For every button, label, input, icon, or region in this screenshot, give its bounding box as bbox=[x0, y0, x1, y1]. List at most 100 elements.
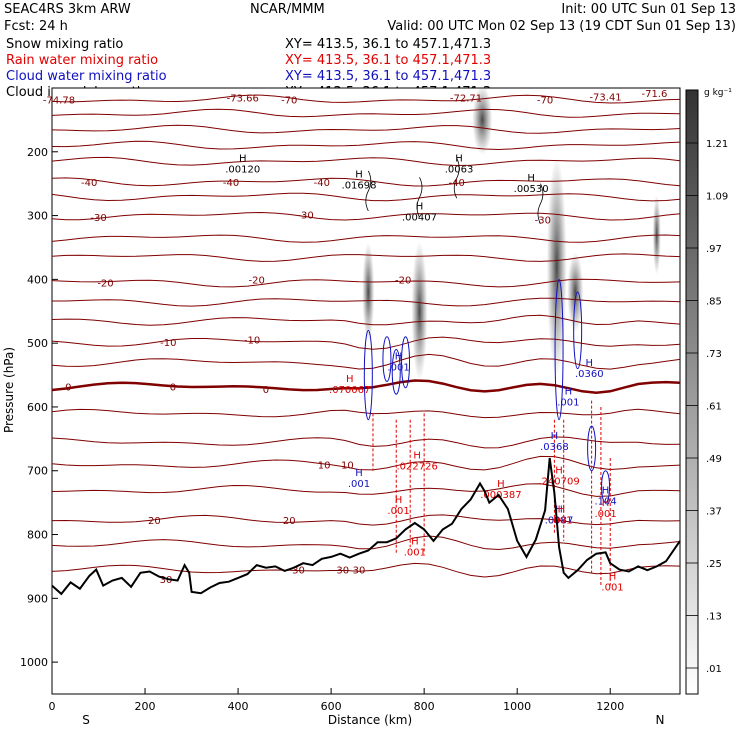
colorbar-label: 1.09 bbox=[706, 192, 728, 203]
extremum-mark: H bbox=[355, 468, 363, 479]
y-tick-label: 900 bbox=[27, 592, 48, 605]
x-tick-label: 400 bbox=[228, 700, 249, 713]
colorbar-label: .13 bbox=[706, 612, 722, 623]
extremum: H.001 bbox=[387, 495, 409, 517]
x-axis-label: Distance (km) bbox=[328, 713, 412, 727]
plot-area: -74.78 -73.66 -70 -72.71 -70 -73.41 -71.6 -40 -4… bbox=[43, 84, 681, 695]
temperature-labels: -74.78 -73.66 -70 -72.71 -70 -73.41 -71.6 -40 -4… bbox=[43, 89, 667, 586]
extremum-mark: H bbox=[609, 572, 617, 583]
temperature-contour bbox=[51, 156, 681, 167]
extremum-mark: H bbox=[558, 505, 566, 516]
cloud-ice-contours bbox=[365, 157, 544, 224]
extremum: H.001 bbox=[348, 468, 370, 490]
temperature-contour bbox=[51, 253, 681, 262]
colorbar-label: .97 bbox=[706, 244, 722, 255]
extremum: H.240709 bbox=[538, 466, 579, 488]
extremum-value: .001 bbox=[550, 516, 572, 527]
temperature-label: -40 bbox=[223, 178, 239, 189]
colorbar-label: .85 bbox=[706, 297, 722, 308]
axes: 0 200 400 600 800 1000 12002003004005006007008… bbox=[20, 146, 624, 713]
extremum-mark: H bbox=[527, 173, 535, 184]
temperature-label: -40 bbox=[81, 178, 97, 189]
field-label: Snow mixing ratio bbox=[6, 37, 123, 52]
ice-contour bbox=[416, 177, 423, 218]
temperature-contour bbox=[51, 108, 681, 118]
temperature-label: 30 bbox=[353, 566, 366, 577]
cloud-contour bbox=[363, 329, 373, 421]
org-label: NCAR/MMM bbox=[250, 2, 325, 17]
temperature-label: 30 bbox=[336, 566, 349, 577]
temperature-contour bbox=[51, 140, 681, 151]
y-tick-label: 700 bbox=[27, 465, 48, 478]
extremum-mark: H bbox=[602, 498, 610, 509]
temperature-contour bbox=[51, 177, 681, 187]
extremum: H.00407 bbox=[402, 202, 437, 224]
colorbar-label: .73 bbox=[706, 349, 722, 360]
temperature-contours bbox=[51, 94, 681, 578]
temperature-label: 30 bbox=[160, 575, 173, 586]
temperature-label: -73.41 bbox=[589, 92, 621, 103]
extremum: H.001 bbox=[601, 572, 623, 594]
extremum-mark: H bbox=[555, 466, 563, 477]
temperature-contour bbox=[51, 379, 681, 394]
extremum-value: .001 bbox=[387, 362, 409, 373]
extremum: H.01698 bbox=[342, 170, 377, 192]
south-label: S bbox=[82, 713, 90, 727]
extremum-value: .0368 bbox=[540, 442, 569, 453]
shading-blob bbox=[567, 252, 584, 333]
extremum-mark: H bbox=[555, 505, 563, 516]
extremum-mark: H bbox=[602, 485, 610, 496]
colorbar: 1.21 1.09 .97 .85 .73 .61 .49 .37 .25 .13 .01 g kg… bbox=[685, 88, 732, 695]
extremum-value: .00407 bbox=[402, 213, 437, 224]
field-label: Cloud water mixing ratio bbox=[6, 69, 167, 84]
x-tick-label: 600 bbox=[321, 700, 342, 713]
extremum-value: .001 bbox=[387, 506, 409, 517]
y-tick-label: 600 bbox=[27, 401, 48, 414]
colorbar-ticks: 1.21 1.09 .97 .85 .73 .61 .49 .37 .25 .13 .01 bbox=[686, 139, 728, 675]
extremum-value: .0063 bbox=[445, 165, 474, 176]
temperature-contour bbox=[51, 124, 681, 134]
temperature-label: -30 bbox=[90, 213, 106, 224]
temperature-contour bbox=[51, 562, 681, 578]
extremum-value: .001 bbox=[404, 547, 426, 558]
forecast-hour: Fcst: 24 h bbox=[4, 19, 68, 34]
extremum: H.070067 bbox=[329, 374, 370, 396]
y-tick-label: 800 bbox=[27, 529, 48, 542]
temperature-label: -71.6 bbox=[641, 89, 667, 100]
temperature-contour bbox=[51, 514, 681, 526]
extremum-mark: H bbox=[346, 374, 354, 385]
y-axis-label: Pressure (hPa) bbox=[2, 347, 16, 433]
temperature-label: -30 bbox=[297, 210, 313, 221]
extremum-value: .00530 bbox=[514, 184, 549, 195]
extremum: H.0360 bbox=[575, 358, 604, 380]
temperature-contour bbox=[51, 336, 681, 350]
extremum-mark: H bbox=[416, 202, 424, 213]
extremum-mark: H bbox=[355, 170, 363, 181]
cloud-contour bbox=[587, 425, 597, 472]
extremum-value: .001 bbox=[557, 398, 579, 409]
temperature-label: 0 bbox=[65, 383, 71, 394]
temperature-label: -20 bbox=[97, 279, 113, 290]
extremum: H.001 bbox=[404, 536, 426, 558]
temperature-contour bbox=[51, 278, 681, 288]
extremum: H.000387 bbox=[480, 479, 521, 501]
y-tick-label: 200 bbox=[27, 146, 48, 159]
extremum-value: .022726 bbox=[396, 461, 437, 472]
colorbar-label: .37 bbox=[706, 507, 722, 518]
temperature-label: -70 bbox=[537, 95, 553, 106]
extremum-mark: H bbox=[395, 351, 403, 362]
extremum-mark: H bbox=[239, 154, 247, 165]
y-tick-label: 300 bbox=[27, 210, 48, 223]
ice-contour bbox=[453, 157, 460, 199]
cloud-contour bbox=[391, 349, 401, 395]
extremum: H.104 bbox=[594, 485, 616, 507]
temperature-label: 20 bbox=[148, 516, 161, 527]
extremum-mark: H bbox=[395, 495, 403, 506]
extremum: H.00530 bbox=[514, 173, 549, 195]
temperature-label: -74.78 bbox=[43, 95, 75, 106]
temperature-label: -10 bbox=[160, 338, 176, 349]
cloud-water-contours bbox=[363, 278, 611, 504]
temperature-contour bbox=[51, 455, 681, 471]
